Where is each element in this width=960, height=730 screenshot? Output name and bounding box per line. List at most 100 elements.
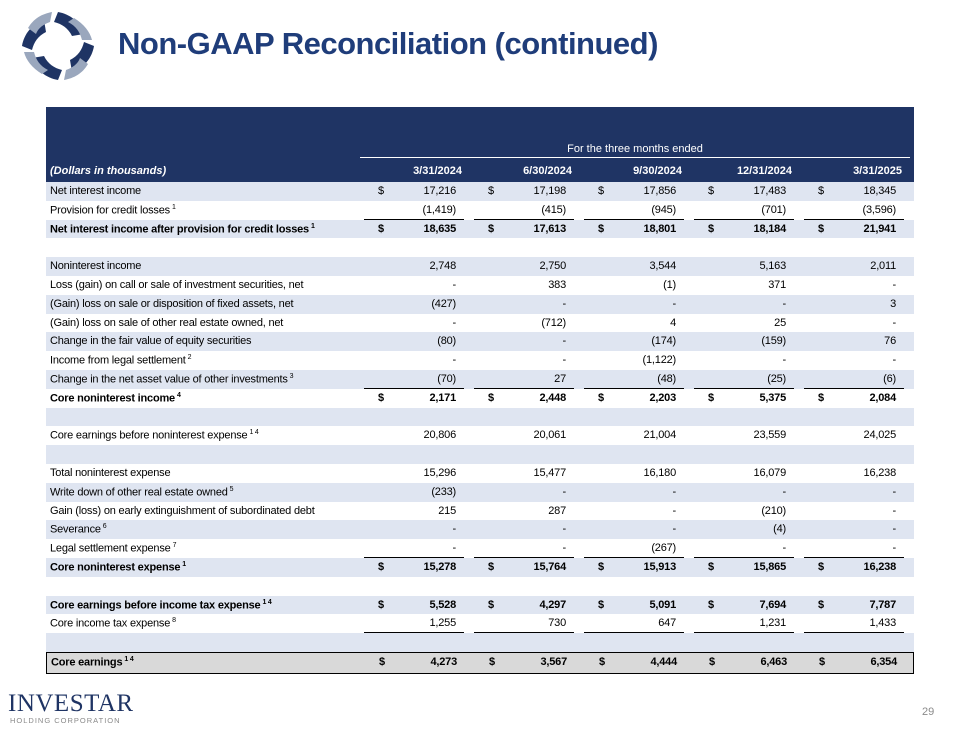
underline (364, 556, 464, 558)
cell-value: 24,025 (863, 429, 897, 442)
table-row: Total noninterest expense 15,296 15,477 16,… (46, 464, 914, 483)
currency-sign: $ (598, 222, 604, 235)
cell-value: 4,444 (650, 655, 677, 668)
cell-value: 1,231 (759, 617, 786, 630)
currency-sign: $ (488, 185, 494, 197)
table-row: Net interest income $17,216 $17,198 $17,856… (46, 182, 914, 201)
cell-value: (267) (651, 542, 676, 555)
table-row: Loss (gain) on call or sale of investmen… (46, 276, 914, 295)
cell-value: 18,345 (863, 185, 897, 197)
cell-value: (48) (657, 372, 676, 385)
underline (694, 387, 794, 389)
underline (584, 556, 684, 558)
underline (694, 556, 794, 558)
cell-value: 2,448 (539, 391, 566, 404)
cell-value: - (562, 542, 567, 555)
currency-sign: $ (708, 598, 714, 611)
cell-value: 3,567 (540, 655, 567, 668)
currency-sign: $ (708, 185, 714, 197)
underline (364, 218, 464, 220)
cell-value: 25 (774, 316, 786, 329)
cell-value: 17,216 (423, 185, 457, 197)
currency-sign: $ (488, 560, 494, 573)
currency-sign: $ (598, 391, 604, 404)
underline (584, 387, 684, 389)
spacer-row (46, 577, 914, 596)
cell-value: 383 (548, 278, 566, 291)
underline (584, 218, 684, 220)
row-label: Core earnings before noninterest expense… (50, 429, 259, 442)
cell-value: - (892, 523, 897, 536)
cell-value: (1) (663, 278, 676, 291)
cell-value: 17,198 (533, 185, 567, 197)
underline (474, 387, 574, 389)
table-row: Change in the fair value of equity secur… (46, 332, 914, 352)
spacer-row (46, 633, 914, 652)
row-label-text: Total noninterest expense (50, 466, 171, 479)
table-header: For the three months ended (Dollars in th… (46, 107, 914, 182)
currency-sign: $ (708, 391, 714, 404)
row-label: Provision for credit losses 1 (50, 204, 176, 217)
cell-value: 23,559 (753, 429, 787, 442)
table-row: Core noninterest income 4 $2,171 $2,448 $2,2… (46, 389, 914, 408)
footnote-ref: 1 4 (249, 429, 259, 437)
title: Non-GAAP Reconciliation (continued) (118, 26, 658, 61)
cell-value: (233) (431, 485, 456, 498)
cell-value: (80) (437, 335, 456, 348)
currency-sign: $ (598, 185, 604, 197)
cell-value: 5,528 (429, 598, 456, 611)
cell-value: - (562, 354, 567, 367)
cell-value: 7,787 (869, 598, 896, 611)
underline (804, 556, 904, 558)
underline (474, 218, 574, 220)
table-row: Income from legal settlement 2 - - (1,122) - - (46, 351, 914, 370)
cell-value: 20,061 (533, 429, 567, 442)
cell-value: (70) (437, 372, 456, 385)
currency-sign: $ (378, 185, 384, 197)
row-label-text: Loss (gain) on call or sale of investmen… (50, 278, 304, 291)
cell-value: (1,419) (422, 203, 457, 216)
row-label-text: Core income tax expense (50, 617, 171, 630)
row-label-text: Net interest income (50, 185, 141, 197)
footnote-ref: 1 (182, 560, 186, 568)
table-row: (Gain) loss on sale of other real estate… (46, 314, 914, 333)
underline (694, 218, 794, 220)
underline (804, 632, 904, 634)
currency-sign: $ (818, 222, 824, 235)
footnote-ref: 3 (289, 372, 294, 380)
cell-value: - (452, 523, 457, 536)
cell-value: 16,079 (753, 466, 787, 479)
table-row: Core earnings before noninterest expense… (46, 426, 914, 445)
period-header: For the three months ended (360, 143, 910, 158)
currency-sign: $ (708, 560, 714, 573)
currency-sign: $ (488, 222, 494, 235)
row-label: Core noninterest expense 1 (50, 561, 186, 574)
cell-value: 15,764 (533, 560, 567, 573)
cell-value: (415) (541, 203, 566, 216)
cell-value: 17,483 (753, 185, 787, 197)
table-row: Core earnings 1 4 $4,273 $3,567 $4,444 $6,463… (46, 651, 914, 674)
footnote-ref: 5 (229, 485, 234, 493)
row-label-text: Provision for credit losses (50, 204, 170, 217)
underline (364, 387, 464, 389)
cell-value: (712) (541, 316, 566, 329)
table-row: Core noninterest expense 1 $15,278 $15,764 $… (46, 557, 914, 577)
cell-value: 17,856 (643, 185, 677, 197)
row-label: Gain (loss) on early extinguishment of s… (50, 505, 315, 517)
currency-sign: $ (709, 655, 715, 668)
row-label: Write down of other real estate owned 5 (50, 485, 234, 499)
column-header: 6/30/2024 (523, 165, 572, 177)
cell-value: 5,163 (759, 260, 786, 273)
cell-value: 21,004 (643, 429, 677, 442)
unit-label: (Dollars in thousands) (50, 165, 167, 177)
row-label-text: Gain (loss) on early extinguishment of s… (50, 504, 315, 517)
currency-sign: $ (708, 222, 714, 235)
page-number: 29 (922, 706, 935, 718)
footnote-ref: 8 (172, 617, 176, 625)
cell-value: - (782, 542, 787, 555)
column-header: 9/30/2024 (633, 165, 682, 177)
table-row: Gain (loss) on early extinguishment of s… (46, 502, 914, 521)
currency-sign: $ (378, 598, 384, 611)
column-header: 3/31/2025 (853, 165, 902, 177)
underline (804, 218, 904, 220)
